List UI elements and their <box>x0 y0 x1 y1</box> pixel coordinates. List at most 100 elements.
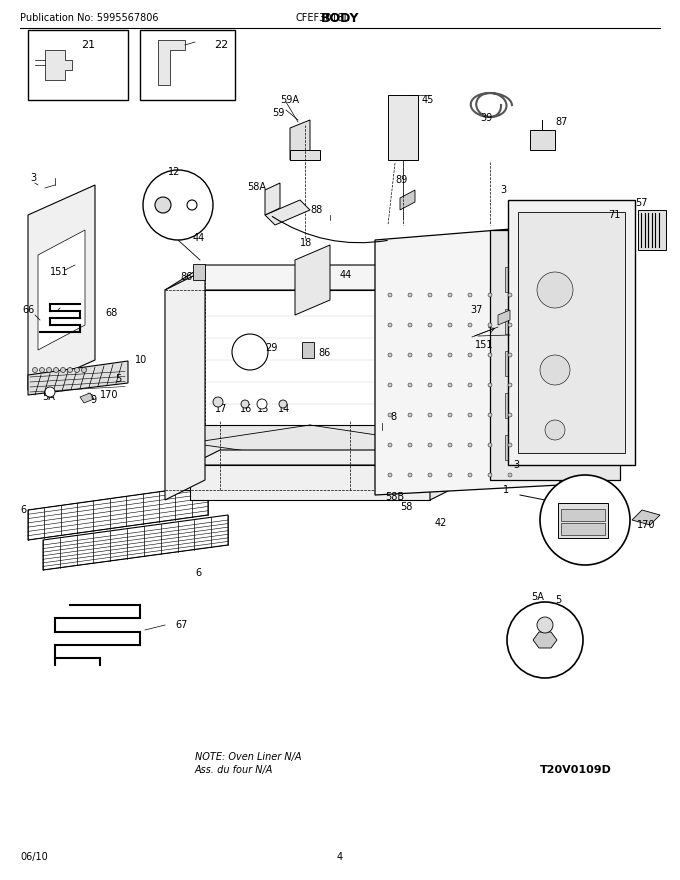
Circle shape <box>213 397 223 407</box>
Text: 14: 14 <box>278 404 290 414</box>
Circle shape <box>408 413 412 417</box>
Text: 87: 87 <box>555 117 567 127</box>
Text: Publication No: 5995567806: Publication No: 5995567806 <box>20 13 158 23</box>
Polygon shape <box>498 310 510 325</box>
Text: 68: 68 <box>105 308 117 318</box>
Circle shape <box>508 323 512 327</box>
Text: 16: 16 <box>240 404 252 414</box>
Text: 15: 15 <box>257 404 269 414</box>
Bar <box>561 509 605 521</box>
Circle shape <box>428 473 432 477</box>
Polygon shape <box>533 632 557 648</box>
Circle shape <box>46 368 52 372</box>
Polygon shape <box>165 270 205 500</box>
Bar <box>505 309 605 334</box>
Circle shape <box>488 323 492 327</box>
Polygon shape <box>290 120 310 160</box>
Text: 3: 3 <box>30 173 36 183</box>
Text: 67: 67 <box>175 620 188 630</box>
Circle shape <box>540 355 570 385</box>
Circle shape <box>428 383 432 387</box>
Circle shape <box>408 353 412 357</box>
Circle shape <box>468 443 472 447</box>
Circle shape <box>428 443 432 447</box>
Polygon shape <box>295 245 330 315</box>
Circle shape <box>537 617 553 633</box>
Polygon shape <box>158 40 185 85</box>
Circle shape <box>388 473 392 477</box>
Circle shape <box>508 293 512 297</box>
Text: 66: 66 <box>22 305 34 315</box>
Circle shape <box>428 413 432 417</box>
Polygon shape <box>508 200 635 465</box>
Circle shape <box>408 293 412 297</box>
Circle shape <box>408 383 412 387</box>
Bar <box>193 264 205 280</box>
Text: 58: 58 <box>400 502 412 512</box>
Polygon shape <box>400 190 415 210</box>
Text: 37: 37 <box>470 305 482 315</box>
Polygon shape <box>190 425 430 460</box>
Bar <box>505 267 605 292</box>
Circle shape <box>468 353 472 357</box>
Bar <box>505 393 605 418</box>
Text: 57: 57 <box>635 198 647 208</box>
Circle shape <box>545 420 565 440</box>
Text: 59A: 59A <box>280 95 299 105</box>
Polygon shape <box>38 230 85 350</box>
Text: 5A: 5A <box>531 592 544 602</box>
Circle shape <box>488 413 492 417</box>
Text: 86: 86 <box>318 348 330 358</box>
Circle shape <box>143 170 213 240</box>
Polygon shape <box>165 265 460 290</box>
Polygon shape <box>100 377 108 385</box>
Text: 71: 71 <box>608 210 620 220</box>
Text: 21: 21 <box>81 40 95 50</box>
Circle shape <box>468 323 472 327</box>
Text: 22: 22 <box>214 40 228 50</box>
Polygon shape <box>190 465 430 500</box>
Polygon shape <box>632 510 660 525</box>
Circle shape <box>537 272 573 308</box>
Circle shape <box>488 473 492 477</box>
Bar <box>140 30 235 100</box>
Circle shape <box>408 473 412 477</box>
Text: 3: 3 <box>513 460 519 470</box>
Circle shape <box>428 353 432 357</box>
Bar <box>165 290 420 490</box>
Text: 151: 151 <box>50 267 69 277</box>
Circle shape <box>428 323 432 327</box>
Circle shape <box>488 353 492 357</box>
Text: 58A: 58A <box>247 182 266 192</box>
Polygon shape <box>80 393 94 403</box>
Text: 3: 3 <box>500 185 506 195</box>
Text: 44: 44 <box>340 270 352 280</box>
Circle shape <box>448 413 452 417</box>
Bar <box>558 503 608 538</box>
Text: 44: 44 <box>193 233 205 243</box>
Polygon shape <box>430 450 460 500</box>
Text: 5: 5 <box>555 595 561 605</box>
Bar <box>638 210 666 250</box>
Text: 42: 42 <box>435 518 447 528</box>
Text: 88: 88 <box>310 205 322 215</box>
Text: 58B: 58B <box>385 492 404 502</box>
Circle shape <box>448 443 452 447</box>
Circle shape <box>488 293 492 297</box>
Circle shape <box>388 353 392 357</box>
Polygon shape <box>490 230 620 480</box>
Text: 59: 59 <box>272 108 284 118</box>
Polygon shape <box>530 130 555 150</box>
Circle shape <box>488 443 492 447</box>
Bar <box>302 342 314 358</box>
Text: CFEF3018L: CFEF3018L <box>295 13 349 23</box>
Polygon shape <box>518 212 625 453</box>
Circle shape <box>488 383 492 387</box>
Polygon shape <box>190 450 460 465</box>
Text: 6: 6 <box>20 505 26 515</box>
Circle shape <box>39 368 44 372</box>
Text: 89: 89 <box>395 175 407 185</box>
Text: 06/10: 06/10 <box>20 852 48 862</box>
Circle shape <box>448 293 452 297</box>
Circle shape <box>155 197 171 213</box>
